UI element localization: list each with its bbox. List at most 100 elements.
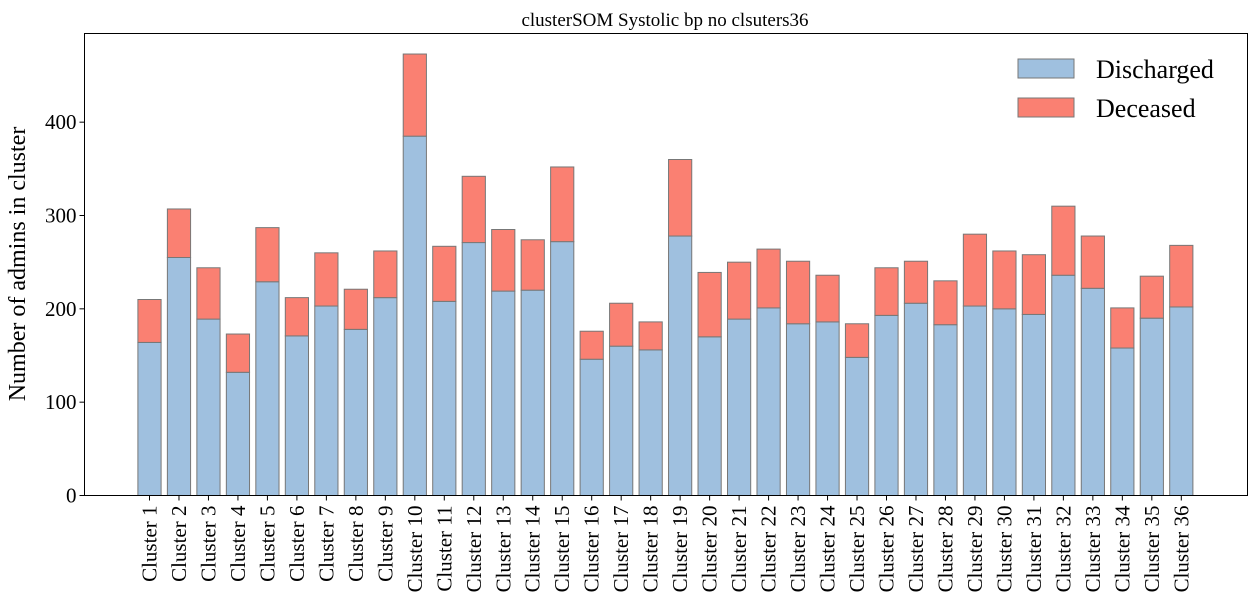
x-tick-label: Cluster 30: [992, 506, 1016, 593]
bar-discharged-9: [373, 297, 398, 496]
bar-deceased-2: [166, 208, 192, 258]
x-tick-label: Cluster 11: [432, 506, 456, 592]
x-tick-label: Cluster 29: [963, 506, 987, 593]
bar-discharged-18: [638, 349, 663, 496]
bar-deceased-26: [874, 267, 899, 316]
bar-deceased-34: [1110, 307, 1135, 349]
bar-deceased-14: [520, 239, 545, 291]
x-tick-label: Cluster 24: [816, 505, 840, 592]
x-tick-label: Cluster 20: [698, 506, 722, 593]
bar-deceased-17: [609, 302, 634, 347]
bar-discharged-21: [727, 318, 752, 496]
x-tick-label: Cluster 4: [226, 505, 250, 582]
bar-discharged-10: [402, 135, 427, 496]
bar-deceased-35: [1139, 275, 1164, 319]
bar-deceased-19: [668, 159, 693, 237]
x-tick-label: Cluster 2: [167, 506, 191, 582]
bar-discharged-28: [933, 324, 958, 497]
bar-discharged-23: [785, 323, 811, 496]
bar-deceased-9: [373, 250, 398, 299]
bar-discharged-34: [1110, 347, 1135, 496]
x-tick-label: Cluster 1: [138, 506, 162, 582]
bar-discharged-22: [756, 307, 781, 496]
bar-discharged-19: [668, 235, 693, 496]
bar-deceased-21: [727, 261, 752, 320]
y-tick-label: 200: [45, 297, 77, 321]
x-tick-label: Cluster 16: [580, 506, 604, 593]
bar-deceased-36: [1169, 244, 1194, 308]
plot-frame: [84, 33, 1248, 496]
bar-discharged-15: [550, 241, 575, 496]
y-tick-label: 0: [66, 484, 77, 508]
bar-discharged-7: [314, 305, 339, 496]
x-tick-label: Cluster 6: [285, 506, 309, 582]
bar-deceased-22: [756, 248, 781, 309]
bar-deceased-10: [402, 53, 427, 137]
bar-deceased-23: [785, 260, 811, 325]
y-tick-label: 400: [45, 110, 77, 134]
x-tick-label: Cluster 19: [668, 506, 692, 593]
bar-deceased-11: [432, 245, 457, 302]
legend-swatch-deceased: [1017, 97, 1075, 118]
x-tick-label: Cluster 13: [491, 506, 515, 593]
x-tick-label: Cluster 22: [757, 506, 781, 593]
bar-discharged-3: [196, 318, 221, 496]
bar-discharged-16: [579, 358, 604, 497]
x-tick-label: Cluster 25: [845, 506, 869, 593]
bar-deceased-20: [697, 271, 722, 338]
x-tick-label: Cluster 26: [875, 506, 899, 593]
bar-discharged-4: [225, 371, 251, 496]
bar-discharged-32: [1051, 274, 1076, 497]
bar-deceased-1: [137, 299, 162, 343]
bar-deceased-32: [1051, 205, 1076, 276]
bar-deceased-7: [314, 252, 339, 307]
bar-discharged-6: [284, 335, 309, 496]
bar-deceased-3: [196, 267, 221, 320]
legend-swatch-discharged: [1017, 58, 1075, 79]
bar-discharged-14: [520, 289, 545, 497]
bar-discharged-31: [1021, 313, 1046, 496]
x-tick-label: Cluster 18: [639, 506, 663, 593]
bars-layer: [137, 53, 1194, 497]
bar-deceased-31: [1021, 254, 1046, 315]
bar-deceased-6: [284, 297, 309, 337]
bar-discharged-12: [461, 242, 486, 496]
x-tick-label: Cluster 8: [344, 506, 368, 582]
bar-deceased-5: [255, 227, 280, 283]
x-tick-label: Cluster 27: [904, 506, 928, 593]
x-tick-label: Cluster 32: [1051, 506, 1075, 593]
x-tick-label: Cluster 17: [609, 506, 633, 593]
bar-discharged-33: [1080, 287, 1105, 496]
x-tick-label: Cluster 35: [1140, 506, 1164, 593]
bar-deceased-8: [343, 288, 368, 330]
bar-deceased-16: [579, 330, 604, 360]
bar-deceased-30: [992, 250, 1017, 310]
y-axis-label: Number of admins in cluster: [5, 127, 31, 402]
x-tick-label: Cluster 31: [1022, 506, 1046, 593]
bar-discharged-24: [815, 321, 840, 496]
bar-discharged-11: [432, 300, 457, 496]
bar-deceased-12: [461, 175, 486, 244]
x-tick-label: Cluster 36: [1169, 506, 1193, 593]
bar-deceased-25: [844, 323, 870, 358]
y-tick-label: 100: [45, 390, 77, 414]
x-tick-label: Cluster 9: [373, 506, 397, 582]
bar-deceased-13: [491, 229, 516, 292]
bar-deceased-4: [225, 333, 251, 373]
bar-deceased-15: [550, 166, 575, 243]
x-tick-label: Cluster 5: [255, 506, 279, 582]
bar-discharged-5: [255, 281, 280, 496]
x-tick-label: Cluster 23: [786, 506, 810, 593]
x-tick-label: Cluster 15: [550, 506, 574, 593]
bar-discharged-27: [903, 302, 929, 497]
x-tick-label: Cluster 3: [196, 506, 220, 582]
x-tick-label: Cluster 21: [727, 506, 751, 593]
x-tick-label: Cluster 12: [462, 506, 486, 593]
bar-discharged-29: [962, 305, 988, 496]
bar-deceased-29: [962, 233, 988, 307]
x-tick-label: Cluster 10: [403, 506, 427, 593]
y-tick-label: 300: [45, 204, 77, 228]
